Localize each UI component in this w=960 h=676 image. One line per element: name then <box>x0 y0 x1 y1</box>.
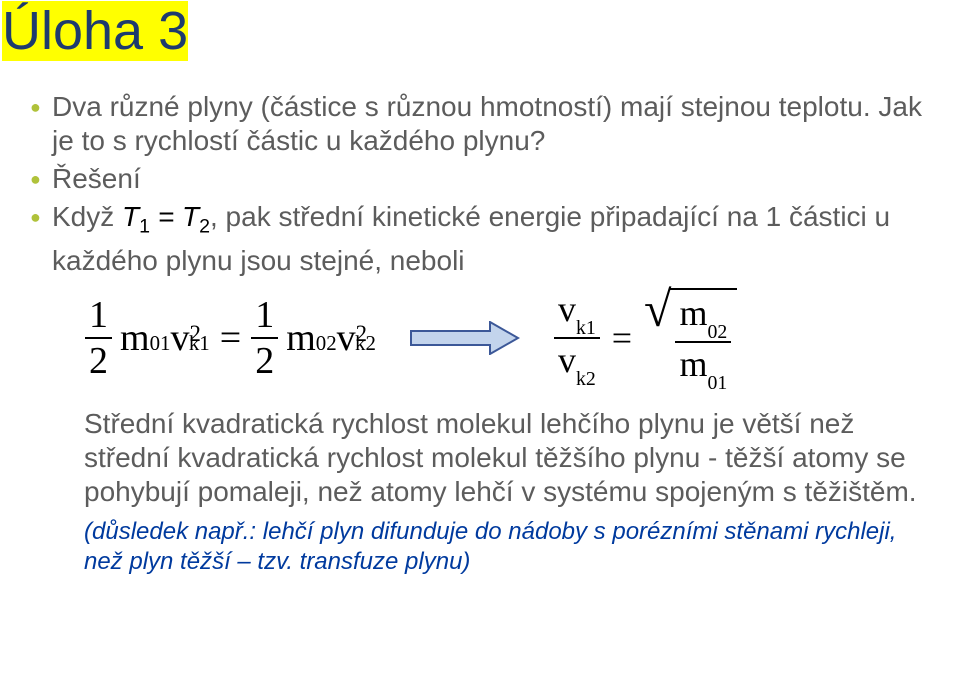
equation-row: 1 2 m01v2k1 = 1 2 m02v2k2 <box>85 288 930 389</box>
rhs-num: m02 <box>675 295 731 338</box>
frac-bar <box>85 337 112 339</box>
radical-icon: √ <box>644 284 671 334</box>
bullet-3-text: Když T1 = T2, pak střední kinetické ener… <box>52 200 930 278</box>
b3-prefix: Když <box>52 201 122 232</box>
footnote: (důsledek např.: lehčí plyn difunduje do… <box>84 517 934 577</box>
m01: m <box>120 316 150 360</box>
bullet-item: ● Když T1 = T2, pak střední kinetické en… <box>30 200 930 278</box>
rhs-den: m01 <box>675 346 731 389</box>
b3-eq: = <box>150 201 182 232</box>
sqrt-content: m02 m01 <box>669 288 737 389</box>
slide-content: ● Dva různé plyny (částice s různou hmot… <box>30 90 930 577</box>
lhs-num: vk1 <box>554 291 600 334</box>
b3-t1: T <box>122 201 139 232</box>
implies-arrow <box>410 321 520 355</box>
den: 2 <box>251 342 278 380</box>
lhs-den: vk2 <box>554 342 600 385</box>
m02-sub: 02 <box>316 331 337 356</box>
vk1-sub: k1 <box>189 331 210 356</box>
vk2-sub: k2 <box>355 331 376 356</box>
b3-sub2: 2 <box>199 216 210 238</box>
conclusion-paragraph: Střední kvadratická rychlost molekul leh… <box>84 407 934 509</box>
frac-lhs: vk1 vk2 <box>554 291 600 385</box>
frac-half-b: 1 2 <box>251 296 278 380</box>
bullet-1-text: Dva různé plyny (částice s různou hmotno… <box>52 90 930 158</box>
equation-1: 1 2 m01v2k1 = 1 2 m02v2k2 <box>85 296 376 380</box>
vk1: v <box>170 316 189 360</box>
slide-title-text: Úloha 3 <box>2 1 188 61</box>
frac-bar <box>251 337 278 339</box>
m02: m <box>286 316 316 360</box>
bullet-2-text: Řešení <box>52 162 141 196</box>
eq-sign-2: = <box>612 317 632 359</box>
vk2: v <box>337 316 356 360</box>
bullet-item: ● Řešení <box>30 162 930 196</box>
arrow-icon <box>410 321 520 355</box>
bullet-dot-icon: ● <box>30 200 52 234</box>
frac-half-a: 1 2 <box>85 296 112 380</box>
equation-2: vk1 vk2 = √ m02 m01 <box>554 288 737 389</box>
b3-t2: T <box>182 201 199 232</box>
m01-sub: 01 <box>150 331 171 356</box>
sqrt: √ m02 m01 <box>644 288 737 389</box>
b3-sub1: 1 <box>139 216 150 238</box>
bullet-item: ● Dva různé plyny (částice s různou hmot… <box>30 90 930 158</box>
bullet-dot-icon: ● <box>30 162 52 196</box>
slide-title: Úloha 3 <box>2 0 602 62</box>
num: 1 <box>251 296 278 334</box>
slide: Úloha 3 ● Dva různé plyny (částice s růz… <box>0 0 960 676</box>
den: 2 <box>85 342 112 380</box>
num: 1 <box>85 296 112 334</box>
frac-rhs: m02 m01 <box>675 295 731 389</box>
bullet-dot-icon: ● <box>30 90 52 124</box>
eq-sign: = <box>220 316 241 360</box>
